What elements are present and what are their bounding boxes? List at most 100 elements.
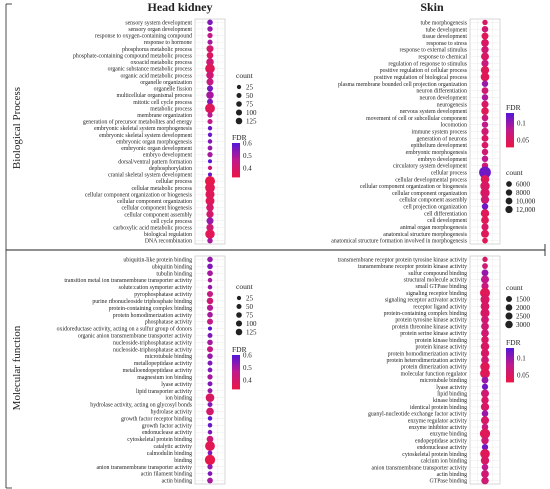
size-legend-title: count — [506, 168, 524, 177]
data-point — [481, 470, 489, 478]
data-point — [207, 172, 213, 177]
category-label: cell projection organization — [403, 205, 467, 211]
data-point — [480, 301, 490, 311]
color-legend-swatch — [506, 348, 514, 351]
category-label: anion transmembrane transporter activity — [372, 465, 468, 471]
category-label: hydrolase activity — [151, 409, 192, 415]
size-legend-title: count — [506, 283, 524, 292]
data-point — [481, 127, 489, 136]
category-label: growth factor receptor binding — [121, 415, 192, 422]
color-legend-swatch — [232, 361, 240, 364]
data-point — [205, 229, 215, 239]
data-point — [206, 304, 214, 311]
category-label: ubiquitin-like protein binding — [123, 257, 192, 263]
data-point — [206, 71, 214, 80]
data-point — [480, 209, 490, 218]
category-label: oxidoreductase activity, acting on a sul… — [57, 326, 193, 333]
data-point — [206, 297, 214, 305]
size-legend-dot — [236, 312, 242, 318]
size-legend-label: 50 — [246, 92, 254, 100]
color-legend-swatch — [232, 385, 240, 388]
data-point — [481, 52, 489, 61]
data-point — [480, 65, 490, 75]
category-label: movement of cell or subcellular componen… — [366, 115, 467, 122]
category-label: hydrolase activity, acting on glycosyl b… — [90, 403, 192, 409]
data-point — [480, 308, 490, 318]
category-label: response to oxygen-containing compound — [95, 34, 192, 40]
color-legend-swatch — [506, 113, 514, 116]
category-label: binding — [174, 458, 192, 464]
color-legend-swatch — [232, 373, 240, 376]
color-legend-swatch — [506, 137, 514, 140]
data-point — [481, 376, 489, 384]
data-point — [481, 396, 489, 404]
data-point — [207, 126, 213, 131]
category-label: cellular component organization or bioge… — [85, 192, 193, 198]
category-label: protein threonine kinase activity — [392, 324, 467, 330]
data-point — [480, 181, 490, 191]
data-point — [207, 237, 213, 244]
data-point — [206, 58, 214, 66]
category-label: plasma membrane bounded cell projection … — [338, 82, 467, 88]
data-point — [207, 39, 213, 45]
data-point — [481, 59, 489, 67]
category-label: small GTPase binding — [415, 284, 467, 290]
color-legend-swatch — [232, 143, 240, 146]
color-legend-swatch — [506, 131, 514, 134]
category-label: ion binding — [165, 396, 192, 402]
color-legend-swatch — [232, 165, 240, 168]
color-legend-swatch — [506, 127, 514, 130]
data-point — [480, 349, 490, 358]
category-label: response to hormone — [144, 40, 193, 46]
size-legend-label: 125 — [246, 329, 257, 337]
category-label: cellular process — [156, 179, 193, 185]
category-label: circulatory system development — [393, 164, 467, 170]
data-point — [479, 166, 491, 179]
data-point — [205, 63, 215, 74]
data-point — [481, 94, 489, 101]
data-point — [206, 210, 214, 218]
category-label: generation of precursor metabolites and … — [83, 119, 192, 126]
data-point — [205, 189, 215, 199]
data-point — [207, 471, 213, 477]
data-point — [481, 39, 489, 47]
color-legend-swatch — [232, 367, 240, 370]
data-point — [482, 256, 488, 263]
color-legend-swatch — [506, 372, 514, 375]
size-legend-label: 75 — [246, 312, 254, 320]
category-label: positive regulation of cellular process — [380, 67, 468, 74]
data-point — [481, 315, 489, 324]
category-label: organic anion transmembrane transporter … — [78, 333, 192, 339]
color-legend-swatch — [506, 119, 514, 122]
data-point — [207, 112, 213, 118]
category-label: oxoacid metabolic process — [131, 60, 193, 66]
data-point — [480, 402, 490, 412]
data-point — [206, 203, 214, 212]
color-legend-swatch — [232, 171, 240, 174]
data-point — [206, 435, 214, 443]
data-point — [481, 383, 489, 390]
data-point — [207, 165, 213, 171]
data-point — [481, 80, 489, 87]
size-legend-label: 10,000 — [516, 198, 536, 206]
color-legend-swatch — [506, 376, 514, 379]
color-legend-swatch — [506, 123, 514, 126]
category-label: purine ribonucleoside triphosphate bindi… — [92, 299, 192, 305]
color-legend-swatch — [506, 141, 514, 144]
color-legend-swatch — [506, 370, 514, 373]
data-point — [481, 148, 489, 156]
size-legend-label: 125 — [246, 118, 257, 126]
color-legend-swatch — [506, 354, 514, 357]
color-legend-swatch — [506, 135, 514, 138]
row-title-molecular-function: Molecular function — [11, 325, 23, 410]
category-label: cell cycle process — [151, 219, 193, 225]
category-label: cranial skeletal system development — [108, 173, 192, 179]
color-legend-swatch — [506, 368, 514, 371]
data-point — [207, 98, 213, 105]
data-point — [206, 78, 214, 86]
category-label: response to chemical — [418, 55, 467, 61]
category-label: magnesium ion binding — [137, 375, 192, 381]
data-point — [481, 282, 489, 290]
